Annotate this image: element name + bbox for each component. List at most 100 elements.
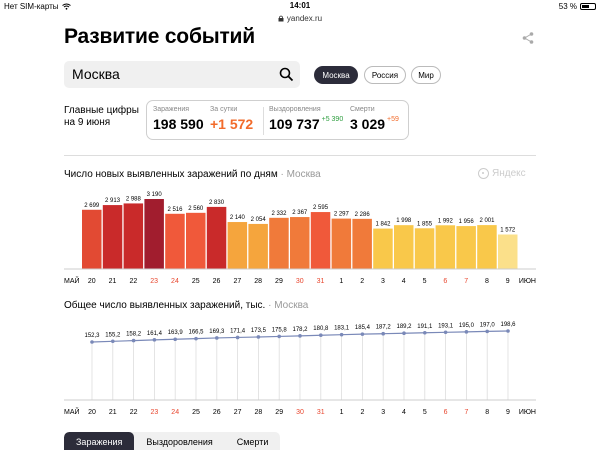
x-tick-label: 29: [275, 409, 283, 416]
point-value-label: 161,4: [147, 331, 163, 337]
bar-value-label: 2 367: [292, 210, 308, 216]
month-start-label: МАЙ: [64, 276, 80, 285]
scope-button-world[interactable]: Мир: [411, 66, 441, 84]
bar-value-label: 2 140: [230, 215, 246, 221]
stat-infections: Заражения 198 590: [153, 106, 204, 132]
bar: [206, 206, 227, 269]
bar: [123, 203, 144, 269]
point-value-label: 158,2: [126, 332, 142, 338]
search-box[interactable]: [64, 61, 300, 88]
x-tick-label: 22: [129, 278, 137, 285]
bar: [82, 209, 102, 269]
data-point: [360, 332, 365, 336]
line-chart-title: Общее число выявленных заражений, тыс. ·…: [64, 300, 308, 311]
share-icon[interactable]: [521, 31, 535, 45]
x-tick-label: 3: [381, 278, 385, 285]
x-tick-label: 9: [506, 409, 510, 416]
data-point: [423, 330, 427, 335]
x-tick-label: 7: [464, 278, 468, 285]
bar-value-label: 2 286: [355, 212, 371, 218]
x-tick-label: 26: [213, 409, 221, 416]
data-point: [464, 330, 469, 334]
bar: [227, 222, 248, 269]
bar-value-label: 2 699: [84, 203, 100, 209]
bar-value-label: 2 830: [209, 200, 225, 206]
stat-recovered-delta: +5 390: [321, 116, 344, 123]
x-tick-label: 30: [296, 409, 304, 416]
bar: [144, 199, 164, 269]
x-tick-label: 30: [296, 278, 304, 285]
yandex-badge[interactable]: Яндекс: [478, 168, 526, 179]
point-value-label: 173,5: [251, 328, 267, 334]
stat-deaths: Смерти 3 029 +59: [350, 106, 399, 132]
bar: [102, 205, 123, 269]
bar-value-label: 2 001: [479, 218, 495, 224]
data-point: [152, 338, 157, 342]
stat-daily-label: За сутки: [210, 106, 238, 113]
search-icon[interactable]: [279, 67, 294, 82]
tab-infections[interactable]: Заражения: [64, 432, 135, 450]
x-tick-label: 23: [151, 409, 159, 416]
search-input[interactable]: [72, 66, 272, 82]
data-point: [443, 330, 448, 335]
data-point: [319, 333, 323, 338]
stat-deaths-value: 3 029: [350, 116, 386, 132]
data-point: [215, 336, 219, 340]
tab-recoveries[interactable]: Выздоровления: [146, 437, 213, 447]
scope-button-russia[interactable]: Россия: [364, 66, 406, 84]
stat-infections-value: 198 590: [153, 116, 204, 132]
point-value-label: 187,2: [376, 325, 392, 331]
x-tick-label: 8: [485, 409, 489, 416]
data-point: [277, 334, 281, 339]
data-point: [194, 336, 198, 341]
stat-deaths-value-row: 3 029 +59: [350, 116, 399, 132]
month-start-label: МАЙ: [64, 407, 80, 416]
data-point: [339, 332, 344, 337]
x-tick-label: 1: [339, 278, 343, 285]
address-bar[interactable]: yandex.ru: [0, 12, 600, 24]
tab-deaths[interactable]: Смерти: [236, 437, 269, 447]
bar: [373, 228, 393, 269]
point-value-label: 193,1: [438, 323, 454, 329]
x-tick-label: 3: [381, 409, 385, 416]
stat-infections-label: Заражения: [153, 106, 190, 113]
x-tick-label: 31: [317, 409, 325, 416]
battery-icon: [580, 3, 596, 10]
point-value-label: 198,6: [500, 322, 516, 328]
point-value-label: 185,4: [355, 325, 371, 331]
point-value-label: 166,5: [188, 330, 204, 336]
bar-value-label: 2 516: [167, 207, 183, 213]
point-value-label: 169,3: [209, 329, 225, 335]
bar: [477, 225, 497, 269]
key-figures-title: Главные цифры на 9 июня: [64, 105, 144, 129]
bar-chart-title-text: Число новых выявленных заражений по дням: [64, 169, 278, 180]
bar-value-label: 1 572: [500, 228, 516, 234]
data-point: [298, 334, 302, 338]
x-tick-label: 22: [130, 409, 138, 416]
data-point: [111, 339, 115, 344]
bar-chart-title: Число новых выявленных заражений по дням…: [64, 169, 321, 180]
stat-recovered-label: Выздоровления: [269, 106, 321, 113]
stat-deaths-label: Смерти: [350, 106, 375, 113]
month-end-label: ИЮН: [519, 278, 536, 285]
point-value-label: 171,4: [230, 328, 246, 334]
page-title: Развитие событий: [64, 25, 255, 48]
stat-recovered: Выздоровления 109 737 +5 390: [269, 106, 343, 132]
data-point: [173, 337, 177, 342]
point-value-label: 197,0: [480, 322, 496, 328]
bar: [352, 218, 372, 269]
scope-button-moscow[interactable]: Москва: [314, 66, 358, 84]
bar-chart-subtitle-sep: ·: [280, 169, 287, 180]
x-tick-label: 1: [340, 409, 344, 416]
point-value-label: 180,8: [313, 326, 329, 332]
stat-divider: [263, 107, 264, 135]
key-figures-date: на 9 июня: [64, 117, 111, 128]
point-value-label: 155,2: [105, 332, 121, 338]
key-figures-title-line1: Главные цифры: [64, 105, 139, 116]
status-right: 53 %: [559, 2, 596, 11]
key-stats-card: Заражения 198 590 За сутки +1 572 Выздор…: [146, 100, 409, 140]
point-value-label: 152,3: [84, 333, 100, 339]
x-tick-label: 4: [402, 409, 406, 416]
bar-value-label: 1 992: [438, 218, 454, 224]
